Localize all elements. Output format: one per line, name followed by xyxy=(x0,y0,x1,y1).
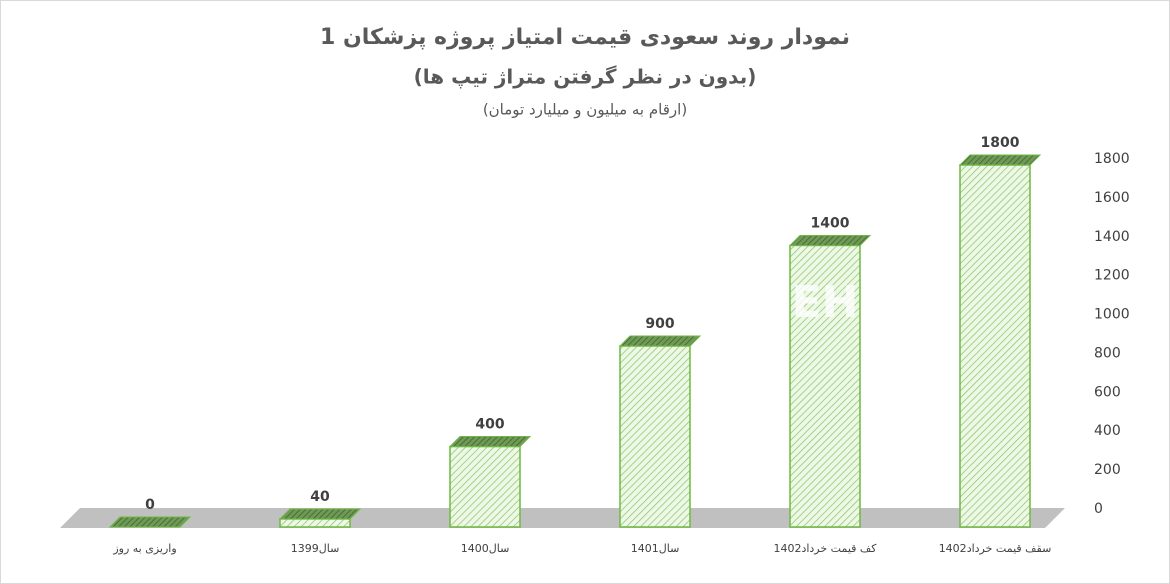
bar xyxy=(619,345,691,528)
bar-top xyxy=(958,154,1042,166)
value-label: 40 xyxy=(310,489,330,505)
floor xyxy=(60,508,1065,528)
value-label: 1400 xyxy=(811,215,850,231)
x-tick-label: سال1401 xyxy=(631,542,680,555)
bar xyxy=(279,518,351,528)
x-tick-label: سقف قیمت خرداد1402 xyxy=(939,542,1052,555)
y-tick-label: 800 xyxy=(1094,345,1121,361)
value-label: 1800 xyxy=(981,135,1020,151)
y-tick-label: 1800 xyxy=(1094,151,1130,167)
chart-title: نمودار روند سعودی قیمت امتیاز پروژه پزشک… xyxy=(320,25,850,50)
x-tick-label: سال1399 xyxy=(291,542,340,555)
bar-top xyxy=(448,436,532,448)
value-label: 900 xyxy=(645,316,674,332)
chart-subtitle: (بدون در نظر گرفتن متراژ تیپ ها) xyxy=(414,65,757,89)
y-tick-label: 600 xyxy=(1094,384,1121,400)
value-label: 400 xyxy=(475,417,504,433)
bar-top xyxy=(788,234,872,246)
y-tick-label: 1000 xyxy=(1094,307,1130,323)
bar-top xyxy=(618,335,702,347)
bar-top xyxy=(278,508,362,520)
x-tick-label: سال1400 xyxy=(461,542,510,555)
y-tick-label: 1200 xyxy=(1094,268,1130,284)
bar xyxy=(789,244,861,528)
y-tick-label: 400 xyxy=(1094,423,1121,439)
bar xyxy=(449,445,521,528)
x-tick-label: کف قیمت خرداد1402 xyxy=(773,542,877,555)
bar xyxy=(959,164,1031,528)
y-tick-label: 200 xyxy=(1094,462,1121,478)
y-tick-label: 1600 xyxy=(1094,190,1130,206)
y-tick-label: 1400 xyxy=(1094,229,1130,245)
watermark: EH xyxy=(792,277,859,328)
bar-top xyxy=(108,516,192,528)
chart-note: (ارقام به میلیون و میلیارد تومان) xyxy=(483,101,687,119)
value-label: 0 xyxy=(145,497,155,513)
y-tick-label: 0 xyxy=(1094,501,1103,517)
x-tick-label: واریزی به روز xyxy=(112,542,176,555)
